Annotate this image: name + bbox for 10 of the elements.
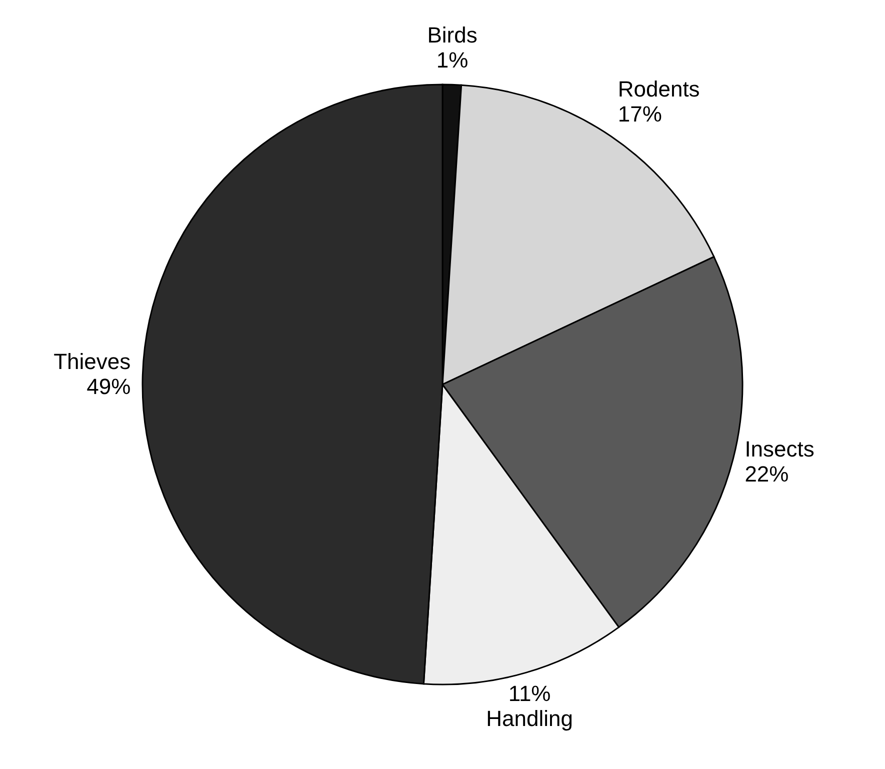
slice-label: Rodents	[618, 76, 700, 102]
data-label: 22%	[744, 462, 789, 487]
data-label: 1%	[436, 48, 468, 73]
data-label: 17%	[618, 101, 662, 126]
slice-label: Insects	[744, 436, 814, 462]
data-label: 49%	[86, 374, 131, 400]
slice-label: Thieves	[54, 349, 131, 374]
slice-label: Birds	[427, 22, 478, 48]
data-label: 11%	[508, 681, 551, 706]
slice-label: Handling	[486, 706, 573, 732]
